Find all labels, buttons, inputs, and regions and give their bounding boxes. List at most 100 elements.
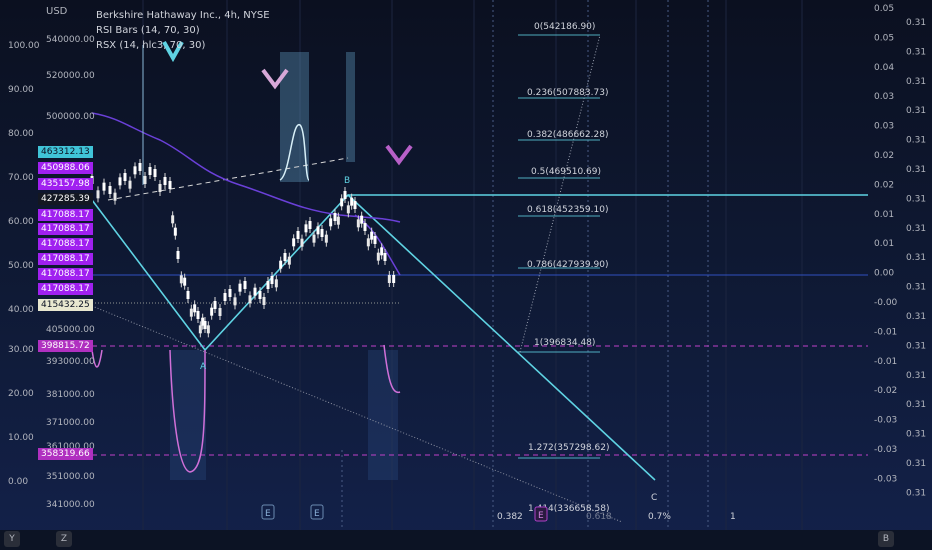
left-axis-tick: 30.00	[8, 345, 34, 355]
right-axis-tick: 0.00	[874, 269, 894, 279]
price-tag: 417088.17	[38, 209, 93, 221]
right-axis-tick: 0.31	[906, 165, 926, 175]
legend: Berkshire Hathaway Inc., 4h, NYSE RSI Ba…	[96, 8, 270, 53]
wave-label-c: C	[651, 493, 657, 503]
right-axis-tick: 0.31	[906, 18, 926, 28]
left-axis-tick: 10.00	[8, 433, 34, 443]
svg-text:E: E	[314, 509, 320, 519]
wave-label-a: A	[200, 362, 207, 372]
right-axis-tick: 0.31	[906, 371, 926, 381]
right-axis-tick: 0.31	[906, 488, 926, 498]
fib-level-label: 1.414(336658.58)	[528, 504, 609, 514]
moving-average	[91, 112, 401, 223]
right-axis-tick: 0.31	[906, 106, 926, 116]
price-axis-tick: 500000.00	[46, 112, 95, 122]
fib-level-label: 0.382(486662.28)	[527, 130, 608, 140]
price-axis-tick: 393000.00	[46, 357, 95, 367]
fib-level-label: 0(542186.90)	[534, 22, 595, 32]
price-tag: 463312.13	[38, 146, 93, 158]
svg-text:E: E	[538, 511, 544, 521]
indicator-rsx[interactable]: RSX (14, hlc3, 70, 30)	[96, 40, 206, 51]
chevron-down-icon	[261, 68, 289, 90]
currency-label: USD	[46, 6, 68, 17]
price-tag: 398815.72	[38, 340, 93, 352]
symbol-title[interactable]: Berkshire Hathaway Inc., 4h, NYSE	[96, 10, 270, 21]
price-tag: 358319.66	[38, 448, 93, 460]
price-axis-tick: 371000.00	[46, 418, 95, 428]
left-axis-tick: 0.00	[8, 477, 28, 487]
fib-extra-label: 0.382	[497, 512, 523, 522]
fib-level-label: 1.272(357298.62)	[528, 443, 609, 453]
price-tag: 435157.98	[38, 178, 93, 190]
right-axis-tick: 0.04	[874, 63, 894, 73]
bottom-button-z[interactable]: Z	[56, 531, 72, 547]
fib-extra-label: 0.618	[586, 512, 612, 522]
right-axis-tick: -0.03	[874, 474, 897, 484]
price-axis-tick: 351000.00	[46, 472, 95, 482]
rsx-curve	[169, 349, 206, 473]
left-axis-tick: 60.00	[8, 217, 34, 227]
bottom-button-y[interactable]: Y	[4, 531, 20, 547]
event-marker-3[interactable]: E	[534, 506, 548, 522]
right-axis-tick: 0.31	[906, 283, 926, 293]
right-axis-tick: 0.05	[874, 4, 894, 14]
percent-label: 0.7%	[648, 512, 671, 522]
price-tag: 417088.17	[38, 238, 93, 250]
fib-level-label: 0.236(507883.73)	[527, 88, 608, 98]
right-axis-tick: 0.31	[906, 194, 926, 204]
right-axis-tick: 0.02	[874, 151, 894, 161]
price-axis-tick: 361000.00	[46, 442, 95, 452]
price-axis-tick: 405000.00	[46, 325, 95, 335]
right-axis-tick: 0.01	[874, 239, 894, 249]
right-axis-tick: 0.31	[906, 136, 926, 146]
fib-level-label: 0.786(427939.90)	[527, 260, 608, 270]
rsi-zone-2	[346, 52, 355, 162]
price-axis-tick: 520000.00	[46, 71, 95, 81]
fib-level-label: 1(396834.48)	[534, 338, 595, 348]
left-axis-tick: 80.00	[8, 129, 34, 139]
right-axis-tick: -0.01	[874, 327, 897, 337]
left-axis-tick: 90.00	[8, 85, 34, 95]
fib-level-label: 0.5(469510.69)	[531, 167, 601, 177]
indicator-rsi-bars[interactable]: RSI Bars (14, 70, 30)	[96, 25, 200, 36]
right-axis-tick: 0.31	[906, 341, 926, 351]
left-axis-tick: 50.00	[8, 261, 34, 271]
price-tag: 417088.17	[38, 223, 93, 235]
left-axis-tick: 20.00	[8, 389, 34, 399]
bottom-button-b[interactable]: B	[878, 531, 894, 547]
event-marker-2[interactable]: E	[310, 504, 324, 520]
price-tag: 417088.17	[38, 283, 93, 295]
right-axis-tick: 0.05	[874, 33, 894, 43]
left-axis-tick: 70.00	[8, 173, 34, 183]
right-axis-tick: -0.00	[874, 298, 898, 308]
svg-text:E: E	[265, 509, 271, 519]
right-axis-tick: 0.03	[874, 92, 894, 102]
price-tag: 427285.39	[38, 193, 93, 205]
abc-wave[interactable]	[91, 193, 656, 481]
price-axis-tick: 540000.00	[46, 35, 95, 45]
right-axis-tick: 0.31	[906, 400, 926, 410]
right-axis-tick: -0.01	[874, 357, 897, 367]
price-tag: 417088.17	[38, 268, 93, 280]
right-axis-tick: -0.02	[874, 386, 897, 396]
event-marker-1[interactable]: E	[261, 504, 275, 520]
right-axis-tick: 0.31	[906, 224, 926, 234]
fib-labels: 0(542186.90) 0.236(507883.73) 0.382(486662…	[527, 22, 609, 514]
right-axis-tick: -0.03	[874, 416, 897, 426]
price-tag: 417088.17	[38, 253, 93, 265]
price-tag: 450988.06	[38, 162, 93, 174]
right-axis-tick: 0.02	[874, 180, 894, 190]
right-axis-tick: 0.31	[906, 459, 926, 469]
right-axis-tick: 0.31	[906, 47, 926, 57]
candles	[90, 159, 396, 338]
right-axis-tick: 0.03	[874, 122, 894, 132]
right-axis-tick: -0.03	[874, 445, 897, 455]
right-axis-tick: 0.31	[906, 77, 926, 87]
left-axis-tick: 100.00	[8, 41, 40, 51]
fib-level-label: 0.618(452359.10)	[527, 205, 608, 215]
chevron-down-icon	[385, 144, 413, 166]
left-axis-tick: 40.00	[8, 305, 34, 315]
chevron-down-icon	[162, 41, 184, 63]
